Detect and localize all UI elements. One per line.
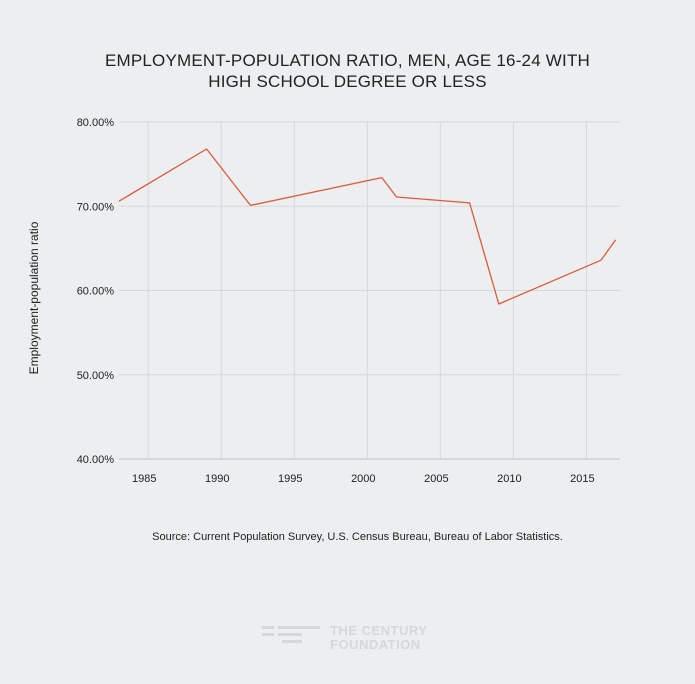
- y-tick-label: 40.00%: [77, 454, 115, 466]
- logo-text-line-1: THE CENTURY: [330, 623, 428, 638]
- chart-title-line-2: HIGH SCHOOL DEGREE OR LESS: [208, 72, 487, 91]
- logo-mark-icon: [262, 626, 320, 643]
- x-tick-label: 2005: [424, 473, 448, 485]
- y-tick-label: 60.00%: [77, 286, 115, 298]
- series-line: [118, 148, 617, 305]
- y-tick-label: 80.00%: [77, 117, 115, 129]
- chart-title: EMPLOYMENT-POPULATION RATIO, MEN, AGE 16…: [0, 50, 695, 92]
- x-tick-label: 1995: [278, 473, 302, 485]
- source-note: Source: Current Population Survey, U.S. …: [152, 531, 563, 543]
- y-tick-label: 70.00%: [77, 201, 115, 213]
- x-tick-label: 2015: [570, 473, 594, 485]
- x-tick-label: 2000: [351, 473, 375, 485]
- chart-title-line-1: EMPLOYMENT-POPULATION RATIO, MEN, AGE 16…: [104, 51, 591, 70]
- x-tick-label: 1990: [205, 473, 229, 485]
- x-tick-label: 2010: [497, 473, 521, 485]
- logo-text-line-2: FOUNDATION: [330, 637, 421, 652]
- x-tick-label: 1985: [132, 473, 156, 485]
- y-tick-label: 50.00%: [77, 370, 115, 382]
- line-chart: 40.00% 50.00% 60.00% 70.00% 80.00% 1985 1990 19…: [77, 117, 620, 485]
